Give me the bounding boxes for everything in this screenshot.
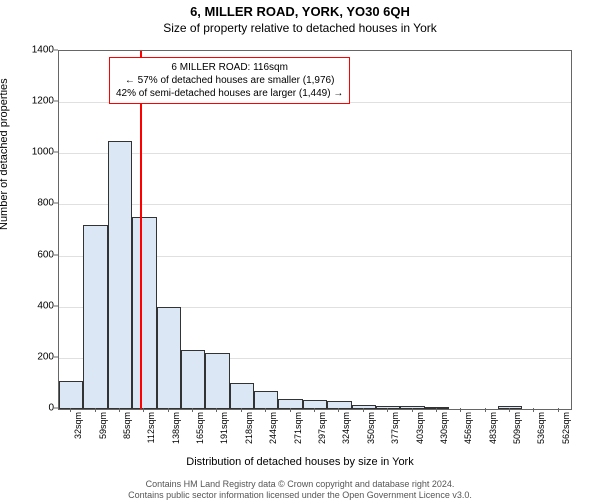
x-tick-label: 112sqm — [146, 412, 156, 452]
x-tick-label: 244sqm — [268, 412, 278, 452]
x-axis-label: Distribution of detached houses by size … — [0, 456, 600, 468]
x-tick-mark — [436, 408, 437, 412]
x-tick-label: 483sqm — [488, 412, 498, 452]
histogram-bar — [425, 407, 449, 409]
x-tick-mark — [119, 408, 120, 412]
footer-line2: Contains public sector information licen… — [0, 490, 600, 502]
x-tick-label: 59sqm — [98, 412, 108, 452]
x-tick-mark — [363, 408, 364, 412]
x-tick-label: 562sqm — [561, 412, 571, 452]
y-tick-mark — [54, 254, 58, 255]
y-tick-mark — [54, 50, 58, 51]
y-tick-mark — [54, 203, 58, 204]
y-tick-label: 1000 — [24, 147, 54, 158]
footer-attribution: Contains HM Land Registry data © Crown c… — [0, 479, 600, 502]
x-tick-mark — [509, 408, 510, 412]
x-tick-label: 536sqm — [536, 412, 546, 452]
histogram-bar — [254, 391, 278, 409]
x-tick-label: 324sqm — [341, 412, 351, 452]
x-tick-mark — [533, 408, 534, 412]
x-tick-label: 377sqm — [390, 412, 400, 452]
histogram-bar — [83, 225, 107, 409]
x-tick-mark — [387, 408, 388, 412]
x-tick-mark — [314, 408, 315, 412]
y-tick-mark — [54, 152, 58, 153]
y-axis-label: Number of detached properties — [0, 78, 10, 230]
x-tick-mark — [216, 408, 217, 412]
x-tick-mark — [192, 408, 193, 412]
histogram-bar — [181, 350, 205, 409]
x-tick-label: 165sqm — [195, 412, 205, 452]
x-tick-label: 509sqm — [512, 412, 522, 452]
histogram-bar — [400, 406, 424, 409]
histogram-bar — [205, 353, 229, 409]
y-tick-mark — [54, 305, 58, 306]
x-tick-mark — [95, 408, 96, 412]
x-tick-mark — [460, 408, 461, 412]
x-tick-label: 297sqm — [317, 412, 327, 452]
y-tick-label: 400 — [24, 300, 54, 311]
x-tick-mark — [241, 408, 242, 412]
x-tick-mark — [143, 408, 144, 412]
chart-subtitle: Size of property relative to detached ho… — [0, 21, 600, 35]
x-tick-label: 32sqm — [73, 412, 83, 452]
y-tick-label: 200 — [24, 351, 54, 362]
y-tick-label: 600 — [24, 249, 54, 260]
x-tick-mark — [70, 408, 71, 412]
x-tick-label: 350sqm — [366, 412, 376, 452]
histogram-bar — [327, 401, 351, 409]
plot-area: 6 MILLER ROAD: 116sqm ← 57% of detached … — [58, 50, 572, 410]
histogram-bar — [132, 217, 156, 409]
annotation-line3: 42% of semi-detached houses are larger (… — [116, 87, 343, 100]
grid-line — [59, 204, 571, 205]
annotation-box: 6 MILLER ROAD: 116sqm ← 57% of detached … — [109, 57, 350, 104]
y-tick-mark — [54, 101, 58, 102]
chart-container: 6, MILLER ROAD, YORK, YO30 6QH Size of p… — [0, 4, 600, 504]
histogram-bar — [59, 381, 83, 409]
grid-line — [59, 153, 571, 154]
histogram-bar — [108, 141, 132, 410]
x-tick-mark — [265, 408, 266, 412]
x-tick-mark — [338, 408, 339, 412]
x-tick-mark — [485, 408, 486, 412]
y-tick-label: 800 — [24, 198, 54, 209]
x-tick-mark — [558, 408, 559, 412]
histogram-bar — [157, 307, 181, 409]
annotation-line2: ← 57% of detached houses are smaller (1,… — [116, 74, 343, 87]
x-tick-label: 271sqm — [293, 412, 303, 452]
x-tick-label: 218sqm — [244, 412, 254, 452]
y-tick-label: 0 — [24, 403, 54, 414]
histogram-bar — [278, 399, 302, 409]
footer-line1: Contains HM Land Registry data © Crown c… — [0, 479, 600, 491]
annotation-line1: 6 MILLER ROAD: 116sqm — [116, 61, 343, 74]
x-tick-mark — [168, 408, 169, 412]
x-tick-label: 403sqm — [415, 412, 425, 452]
x-tick-label: 138sqm — [171, 412, 181, 452]
page-title: 6, MILLER ROAD, YORK, YO30 6QH — [0, 4, 600, 19]
x-tick-label: 85sqm — [122, 412, 132, 452]
histogram-bar — [352, 405, 376, 409]
x-tick-label: 430sqm — [439, 412, 449, 452]
histogram-bar — [230, 383, 254, 409]
y-tick-mark — [54, 408, 58, 409]
x-tick-label: 191sqm — [219, 412, 229, 452]
marker-line — [140, 51, 142, 409]
x-tick-mark — [290, 408, 291, 412]
x-tick-label: 456sqm — [463, 412, 473, 452]
x-tick-mark — [412, 408, 413, 412]
y-tick-label: 1200 — [24, 96, 54, 107]
y-tick-label: 1400 — [24, 45, 54, 56]
y-tick-mark — [54, 356, 58, 357]
